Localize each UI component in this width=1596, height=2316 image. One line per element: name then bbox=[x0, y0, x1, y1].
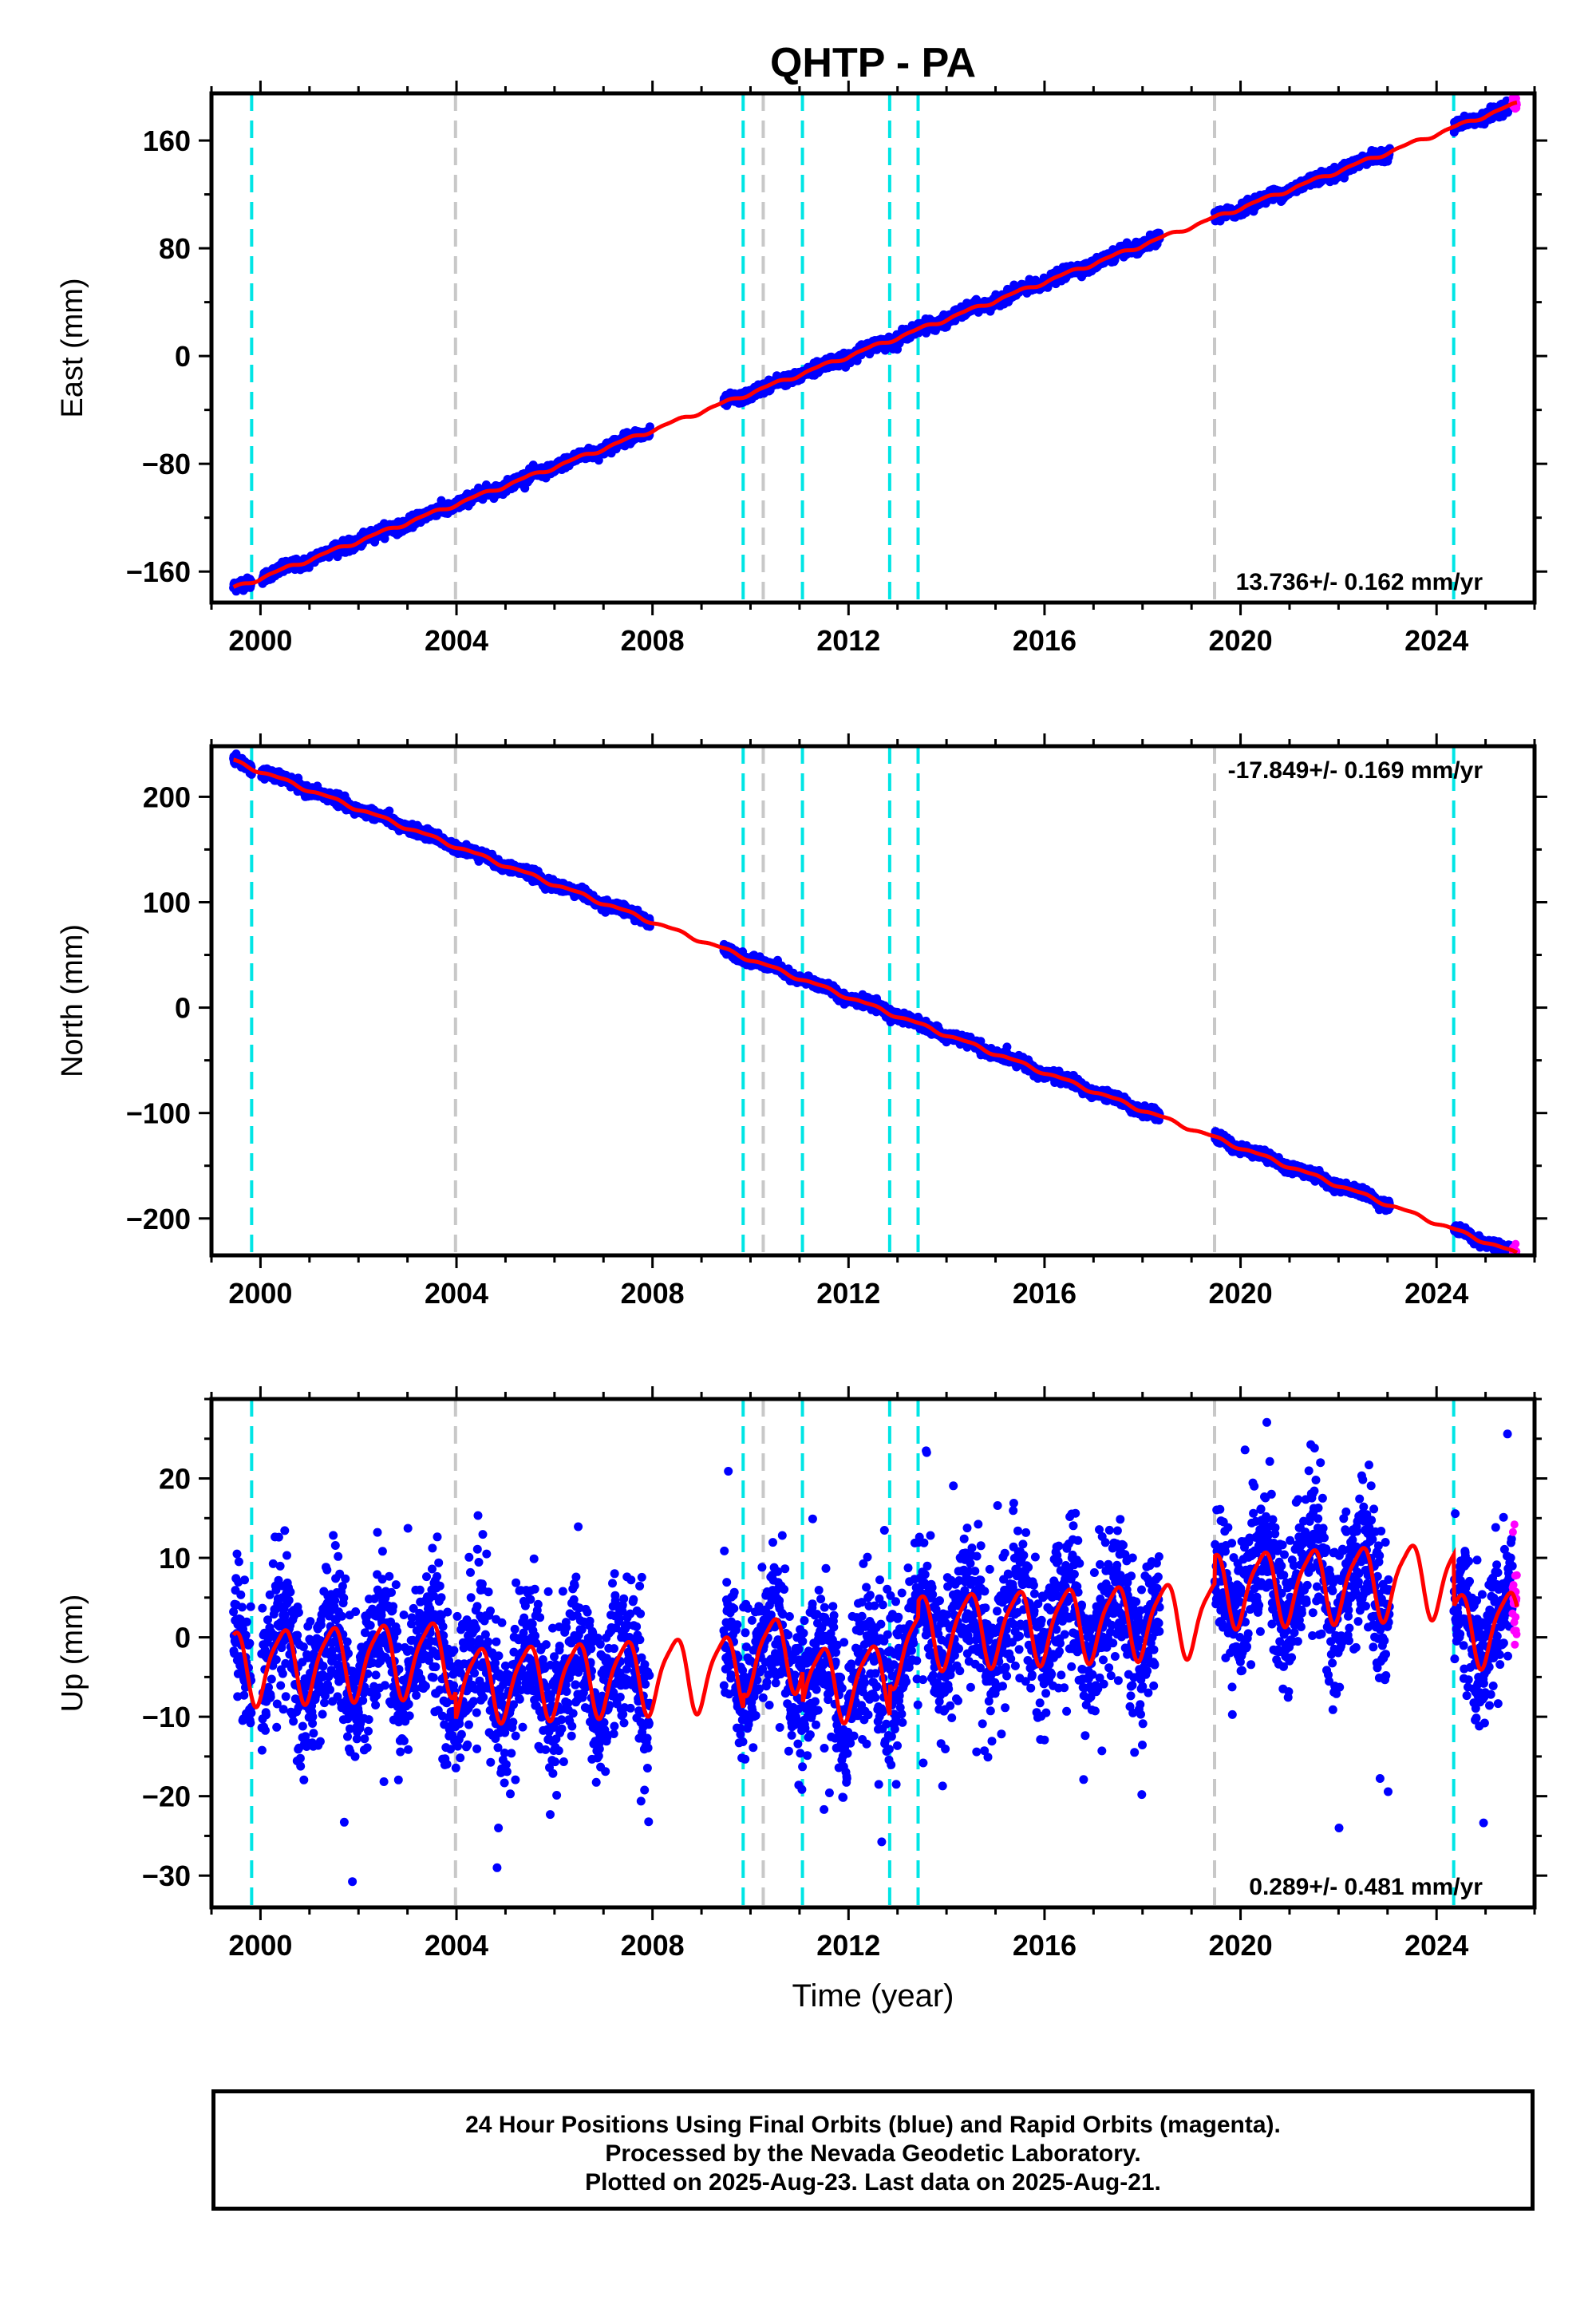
y-tick-label: 80 bbox=[159, 232, 191, 265]
panels: 2000 2004 2008 2012 2016 2020 2024 −160 −80 0 80 16… bbox=[56, 81, 1547, 1962]
x-tick-label: 2024 bbox=[1404, 624, 1468, 657]
plot-area bbox=[229, 93, 1521, 603]
final-point bbox=[645, 422, 654, 432]
y-tick-label: 0 bbox=[175, 340, 191, 373]
x-tick-label: 2012 bbox=[816, 624, 880, 657]
x-tick-label: 2008 bbox=[621, 624, 685, 657]
y-tick-label: 160 bbox=[143, 124, 191, 157]
figure-title: QHTP - PA bbox=[770, 40, 976, 86]
velocity-label: 13.736+/- 0.162 mm/yr bbox=[1236, 569, 1483, 595]
panel-north: 2000 2004 2008 2012 2016 2020 2024−200−1000100… bbox=[56, 733, 1547, 1310]
x-tick-label: 2016 bbox=[1013, 624, 1077, 657]
x-tick-label: 2020 bbox=[1209, 624, 1273, 657]
y-tick-label: −80 bbox=[142, 448, 191, 480]
model-fit-line bbox=[232, 100, 1518, 589]
y-axis-label: East (mm) bbox=[56, 278, 89, 417]
x-tick-label: 2004 bbox=[425, 624, 488, 657]
plot-area bbox=[229, 746, 1521, 1255]
panel-east: 2000 2004 2008 2012 2016 2020 2024 −160 −80 0 80 16… bbox=[56, 81, 1547, 657]
y-tick-label: −160 bbox=[126, 555, 191, 588]
x-tick-label: 2000 bbox=[228, 624, 292, 657]
